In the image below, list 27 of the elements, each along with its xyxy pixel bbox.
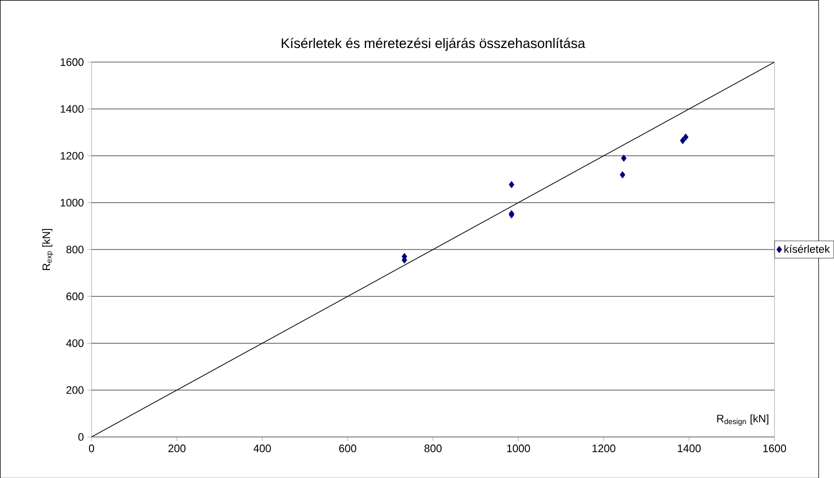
y-tick-label: 400	[66, 339, 84, 347]
legend-label: kísérletek	[784, 244, 830, 253]
x-tick-label: 1600	[763, 444, 786, 452]
chart-title: Kísérletek és méretezési eljárás összehasonlítása	[282, 38, 586, 51]
x-axis-title: R$_{design}$ [kN]	[717, 414, 768, 426]
y-tick-label: 1400	[60, 104, 84, 113]
point	[620, 170, 626, 178]
x-tick-label: 400	[254, 444, 271, 452]
x-tick-label: 200	[168, 444, 186, 452]
y-tick-label: 800	[66, 245, 84, 254]
y-tick-label: 200	[66, 386, 84, 394]
point	[621, 154, 627, 162]
y-tick-label: 0	[78, 432, 84, 441]
x-tick-label: 1000	[507, 444, 530, 452]
x-tick-label: 1200	[592, 444, 616, 452]
x-tick-label: 800	[424, 444, 442, 452]
y-tick-label: 600	[66, 292, 84, 300]
point	[682, 133, 688, 140]
x-tick-label: 600	[339, 444, 356, 452]
point	[508, 180, 514, 188]
y-tick-label: 1600	[60, 58, 84, 66]
x-tick-label: 1400	[678, 444, 701, 452]
point	[680, 136, 686, 144]
y-tick-label: 1200	[60, 152, 84, 160]
x-tick-label: 0	[88, 444, 94, 452]
y-axis-title: R$_{exp}$ [kN]	[42, 228, 54, 270]
y-tick-label: 1000	[60, 198, 84, 206]
